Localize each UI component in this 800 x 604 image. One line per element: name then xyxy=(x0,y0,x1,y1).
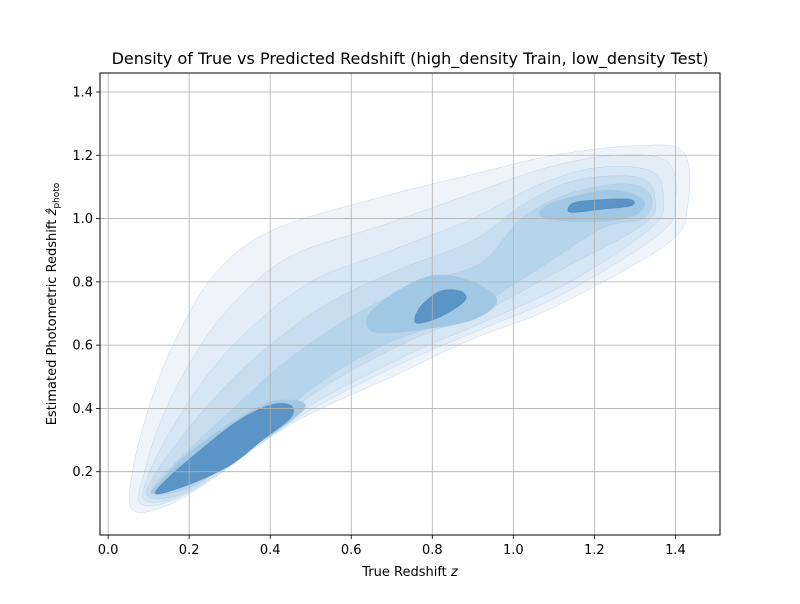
x-axis-label: True Redshift z xyxy=(361,565,459,580)
y-tick-label: 0.2 xyxy=(72,465,93,480)
y-axis-label-var: ẑ xyxy=(45,208,60,217)
chart-title: Density of True vs Predicted Redshift (h… xyxy=(112,49,709,69)
y-tick-label: 0.6 xyxy=(72,339,93,354)
plot-frame xyxy=(99,72,721,536)
x-axis: 0.0 0.2 0.4 0.6 0.8 1.0 1.2 1.4 xyxy=(98,535,686,558)
y-axis-label-text: Estimated Photometric Redshift xyxy=(45,216,60,426)
x-tick-label: 0.4 xyxy=(260,543,281,558)
y-axis: 0.2 0.4 0.6 0.8 1.0 1.2 1.4 xyxy=(72,85,100,480)
x-tick-label: 0.2 xyxy=(179,543,200,558)
x-tick-label: 1.4 xyxy=(665,543,686,558)
x-tick-label: 0.0 xyxy=(98,543,119,558)
density-contour-level-7 xyxy=(414,289,467,324)
y-axis-label-sub: photo xyxy=(52,182,62,208)
plot-area xyxy=(99,72,721,536)
y-tick-label: 1.4 xyxy=(72,85,93,100)
x-tick-label: 0.6 xyxy=(341,543,362,558)
y-tick-label: 0.8 xyxy=(72,275,93,290)
density-contour-level-7 xyxy=(567,198,635,213)
y-tick-label: 1.2 xyxy=(72,149,93,164)
grid-layer xyxy=(100,73,720,535)
y-tick-label: 0.4 xyxy=(72,402,93,417)
x-axis-label-text: True Redshift xyxy=(361,565,451,580)
y-tick-label: 1.0 xyxy=(72,212,93,227)
x-tick-label: 0.8 xyxy=(422,543,443,558)
x-axis-label-var: z xyxy=(450,565,459,580)
x-tick-label: 1.2 xyxy=(584,543,605,558)
x-tick-label: 1.0 xyxy=(503,543,524,558)
density-layer xyxy=(129,144,691,513)
y-axis-label: Estimated Photometric Redshift ẑphoto xyxy=(45,182,62,425)
